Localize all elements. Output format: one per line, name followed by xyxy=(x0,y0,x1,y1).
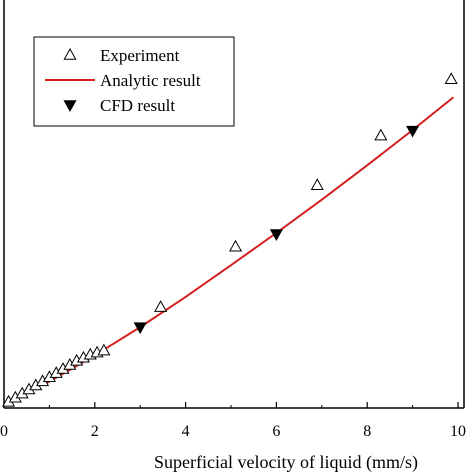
x-tick-label: 8 xyxy=(363,423,371,440)
cfd-series xyxy=(133,125,420,335)
legend-label-experiment: Experiment xyxy=(100,46,180,65)
legend-experiment-marker xyxy=(63,47,77,60)
cfd-point xyxy=(269,229,283,241)
analytic-result-line xyxy=(44,96,455,385)
legend-box xyxy=(33,36,235,127)
legend-label-cfd: CFD result xyxy=(100,96,175,115)
legend-label-analytic: Analytic result xyxy=(100,71,201,90)
cfd-point xyxy=(133,322,147,335)
x-tick-label: 6 xyxy=(272,423,280,440)
analytic-series xyxy=(44,96,455,385)
experiment-point xyxy=(374,128,388,141)
x-tick-label: 10 xyxy=(450,423,466,440)
x-axis-label: Superficial velocity of liquid (mm/s) xyxy=(154,452,418,473)
x-axis-ticks: 0 2 4 6 8 10 xyxy=(0,402,466,440)
x-tick-label: 0 xyxy=(0,423,8,440)
x-tick-label: 2 xyxy=(91,423,99,440)
experiment-point xyxy=(444,72,458,85)
legend: Experiment Analytic result CFD result xyxy=(33,36,235,127)
experiment-point xyxy=(154,300,168,312)
experiment-point xyxy=(310,178,324,191)
legend-cfd-marker xyxy=(63,100,77,113)
experiment-point xyxy=(97,343,111,356)
experiment-point xyxy=(228,239,243,252)
x-tick-label: 4 xyxy=(182,423,190,440)
experiment-series xyxy=(1,72,458,407)
plot-frame xyxy=(3,0,465,409)
cfd-point xyxy=(406,125,420,138)
